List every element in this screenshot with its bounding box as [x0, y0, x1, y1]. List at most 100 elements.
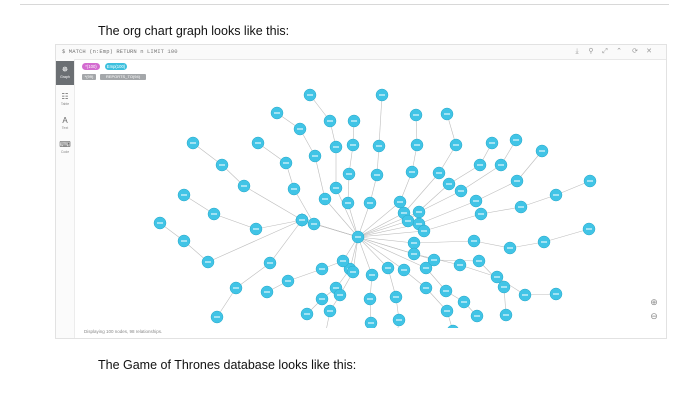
relationship-edge[interactable] — [423, 213, 482, 232]
emp-node[interactable] — [447, 324, 459, 328]
graph-icon: ✵ — [61, 65, 69, 74]
relationship-edge[interactable] — [324, 198, 359, 238]
relationship-edge[interactable] — [293, 188, 315, 225]
close-icon[interactable]: ✕ — [646, 48, 652, 55]
node-caption-mark — [416, 211, 422, 213]
relationship-edge[interactable] — [418, 190, 462, 213]
node-caption-mark — [333, 287, 339, 289]
relationship-edge[interactable] — [357, 236, 405, 271]
relationship-edge[interactable] — [235, 262, 271, 289]
node-caption-mark — [514, 180, 520, 182]
node-caption-mark — [297, 128, 303, 130]
relationship-edge[interactable] — [357, 220, 409, 238]
node-caption-mark — [283, 162, 289, 164]
pin-icon[interactable]: ⚲ — [588, 48, 594, 55]
node-caption-mark — [405, 220, 411, 222]
node-caption-mark — [333, 146, 339, 148]
relationship-edge[interactable] — [357, 236, 415, 244]
node-caption-mark — [350, 144, 356, 146]
node-caption-mark — [446, 183, 452, 185]
view-code[interactable]: ⌨ Code — [56, 137, 74, 159]
node-caption-mark — [423, 287, 429, 289]
node-caption-mark — [385, 267, 391, 269]
node-caption-mark — [211, 213, 217, 215]
relationship-edge[interactable] — [459, 264, 498, 278]
zoom-out-icon[interactable]: ⊖ — [650, 311, 658, 321]
view-table-label: Table — [60, 102, 70, 106]
node-caption-mark — [396, 319, 402, 321]
node-caption-mark — [190, 142, 196, 144]
refresh-icon[interactable]: ⟳ — [632, 48, 638, 55]
relationship-edge[interactable] — [418, 200, 477, 225]
label-emp-pill[interactable]: Emp(100) — [105, 63, 127, 70]
relationship-edge[interactable] — [403, 172, 440, 214]
node-caption-mark — [157, 222, 163, 224]
relationship-edge[interactable] — [255, 219, 303, 230]
node-caption-mark — [393, 296, 399, 298]
label-all-pill[interactable]: *(100) — [82, 63, 100, 70]
download-icon[interactable]: ⤓ — [575, 48, 579, 55]
relationship-edge[interactable] — [357, 236, 435, 261]
node-caption-mark — [285, 280, 291, 282]
relationship-edge[interactable] — [243, 185, 303, 221]
view-table[interactable]: ☷ Table — [56, 89, 74, 111]
node-caption-mark — [264, 291, 270, 293]
node-caption-mark — [489, 142, 495, 144]
relationship-edge[interactable] — [213, 213, 257, 230]
node-caption-mark — [476, 260, 482, 262]
node-caption-mark — [312, 155, 318, 157]
rel-reports-to-tag[interactable]: REPORTS_TO(94) — [100, 74, 146, 80]
relationship-edge[interactable] — [413, 240, 475, 244]
relationship-edge[interactable] — [357, 230, 425, 238]
node-caption-mark — [411, 253, 417, 255]
relationship-edge[interactable] — [543, 228, 590, 243]
node-caption-mark — [461, 301, 467, 303]
relationship-edge[interactable] — [357, 236, 427, 269]
view-text[interactable]: A Text — [56, 113, 74, 135]
result-view-sidebar: ✵ Graph ☷ Table A Text ⌨ Code — [56, 59, 75, 338]
node-caption-mark — [409, 171, 415, 173]
relationship-edge[interactable] — [460, 164, 502, 192]
relationship-edge[interactable] — [207, 219, 303, 263]
node-caption-mark — [181, 194, 187, 196]
relationship-edge[interactable] — [480, 206, 522, 215]
graph-canvas[interactable] — [74, 83, 667, 328]
relationship-edge[interactable] — [357, 212, 405, 238]
node-caption-mark — [453, 144, 459, 146]
node-caption-mark — [541, 241, 547, 243]
node-caption-mark — [444, 113, 450, 115]
node-caption-mark — [327, 310, 333, 312]
relationship-edge[interactable] — [314, 155, 326, 200]
zoom-in-icon[interactable]: ⊕ — [650, 297, 658, 307]
query-bar: $ MATCH (n:Emp) RETURN n LIMIT 100 ⤓ ⚲ ⤢… — [56, 45, 666, 60]
rel-all-tag[interactable]: *(99) — [82, 74, 96, 80]
relationship-edge[interactable] — [357, 236, 389, 269]
node-caption-mark — [355, 236, 361, 238]
node-caption-mark — [471, 240, 477, 242]
node-caption-mark — [340, 260, 346, 262]
view-graph[interactable]: ✵ Graph — [56, 61, 74, 85]
relationship-edge[interactable] — [335, 187, 359, 238]
relationship-edge[interactable] — [313, 223, 359, 238]
relationship-edge[interactable] — [475, 180, 518, 202]
node-caption-mark — [522, 294, 528, 296]
collapse-icon[interactable]: ⌃ — [616, 48, 622, 55]
cypher-query[interactable]: $ MATCH (n:Emp) RETURN n LIMIT 100 — [62, 48, 178, 55]
node-caption-mark — [553, 293, 559, 295]
node-caption-mark — [513, 139, 519, 141]
node-caption-mark — [444, 310, 450, 312]
node-caption-mark — [436, 172, 442, 174]
expand-icon[interactable]: ⤢ — [602, 48, 608, 55]
node-caption-mark — [255, 142, 261, 144]
node-caption-mark — [411, 242, 417, 244]
relationship-edge[interactable] — [357, 236, 373, 276]
relationship-edge[interactable] — [357, 201, 401, 238]
org-chart-caption: The org chart graph looks like this: — [98, 24, 290, 38]
node-caption-mark — [477, 164, 483, 166]
relationship-edge[interactable] — [378, 94, 383, 147]
node-caption-mark — [351, 120, 357, 122]
node-caption-mark — [319, 298, 325, 300]
relationship-edge[interactable] — [516, 150, 543, 182]
relationship-edge[interactable] — [269, 219, 303, 264]
node-caption-mark — [401, 269, 407, 271]
